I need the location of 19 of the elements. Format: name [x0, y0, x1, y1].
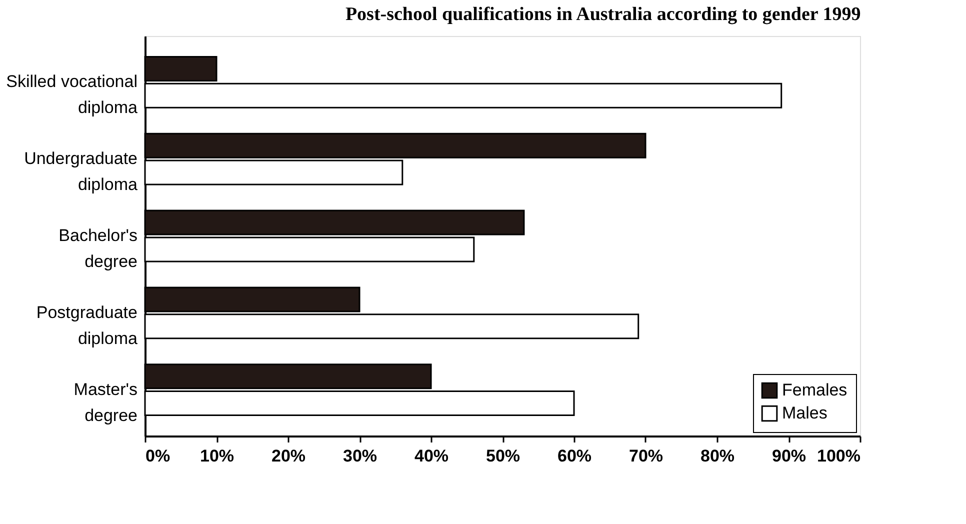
legend-label: Males: [782, 404, 828, 422]
y-tick-label: Skilled vocational diploma: [6, 72, 138, 118]
legend-label: Females: [782, 380, 848, 400]
x-tick-label: 50%: [486, 446, 520, 466]
x-tick-label: 90%: [772, 446, 806, 466]
x-tick-label: 0%: [146, 446, 170, 466]
y-tick-label: Master's degree: [74, 380, 138, 425]
x-tick-label: 100%: [817, 446, 860, 466]
y-tick-label: Undergraduate diploma: [24, 149, 138, 194]
x-tick-label: 20%: [271, 446, 306, 466]
x-tick-label: 70%: [628, 446, 664, 466]
x-tick-label: 40%: [414, 446, 449, 466]
y-tick-label: Postgraduate diploma: [36, 302, 138, 348]
y-tick-label: Bachelor's degree: [58, 226, 138, 271]
x-tick-label: 30%: [342, 446, 378, 466]
x-tick-label: 80%: [700, 446, 735, 466]
chart-title: Post-school qualifications in Australia according to gender 1999: [345, 4, 861, 25]
x-tick-label: 10%: [200, 446, 234, 466]
x-tick-label: 60%: [557, 446, 592, 466]
